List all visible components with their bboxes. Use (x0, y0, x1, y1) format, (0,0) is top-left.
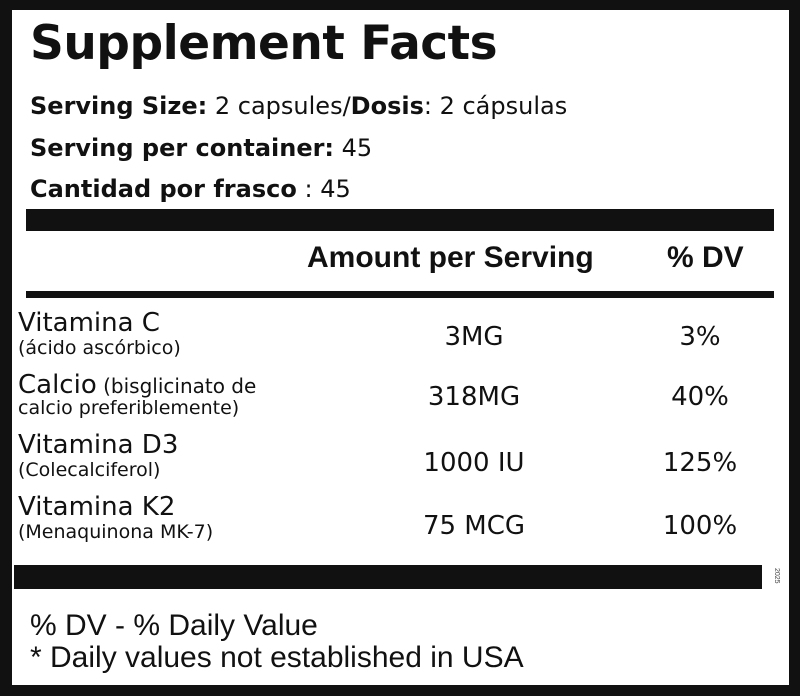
nutrient-row: Calcio (bisglicinato de calcio preferibl… (18, 372, 758, 434)
nutrient-source: calcio preferiblemente) (18, 397, 240, 419)
servings-per-container-line: Serving per container: 45 (30, 133, 372, 163)
serving-size-line: Serving Size: 2 capsules/Dosis: 2 cápsul… (30, 91, 567, 121)
nutrient-daily-value: 100% (662, 511, 738, 541)
amount-per-serving-header: Amount per Serving (307, 241, 594, 274)
daily-value-header: % DV (667, 241, 744, 274)
cantidad-value: : 45 (296, 175, 351, 203)
nutrient-name: Calcio (18, 370, 97, 400)
nutrient-source: (Menaquinona MK-7) (18, 521, 214, 543)
servings-per-container-label: Serving per container: (30, 134, 335, 162)
dosis-label: Dosis (350, 92, 424, 120)
cantidad-label: Cantidad por frasco (30, 175, 297, 203)
nutrient-name-line: Calcio (bisglicinato de (18, 372, 256, 399)
nutrient-row: Vitamina K2 (Menaquinona MK-7) 75 MCG 10… (18, 494, 758, 556)
daily-values-note: * Daily values not established in USA (30, 641, 524, 674)
serving-size-value: 2 capsules/ (207, 92, 351, 120)
nutrient-daily-value: 40% (671, 382, 729, 412)
serving-size-label: Serving Size: (30, 92, 208, 120)
nutrient-amount: 3MG (444, 322, 504, 352)
nutrient-daily-value: 3% (679, 322, 721, 352)
servings-per-container-value: 45 (334, 134, 373, 162)
nutrient-daily-value: 125% (662, 448, 738, 478)
nutrient-source: (Colecalciferol) (18, 459, 161, 481)
thick-divider-top (26, 209, 774, 231)
nutrient-amount: 318MG (427, 382, 521, 412)
page-title: Supplement Facts (30, 16, 498, 71)
thick-divider-bottom (14, 565, 762, 589)
nutrient-source: (ácido ascórbico) (18, 337, 181, 359)
thin-divider (26, 291, 774, 298)
nutrient-amount: 75 MCG (422, 511, 526, 541)
dv-legend: % DV - % Daily Value (30, 609, 318, 642)
nutrient-name: Vitamina C (18, 308, 160, 338)
nutrient-row: Vitamina C (ácido ascórbico) 3MG 3% (18, 310, 758, 372)
side-code: 2025 (773, 568, 780, 584)
cantidad-line: Cantidad por frasco : 45 (30, 174, 351, 204)
dosis-value: : 2 cápsulas (423, 92, 568, 120)
nutrient-row: Vitamina D3 (Colecalciferol) 1000 IU 125… (18, 432, 758, 494)
nutrient-name: Vitamina K2 (18, 492, 176, 522)
nutrient-source-start: (bisglicinato de (96, 374, 257, 398)
nutrient-name: Vitamina D3 (18, 430, 179, 460)
nutrient-amount: 1000 IU (423, 448, 525, 478)
